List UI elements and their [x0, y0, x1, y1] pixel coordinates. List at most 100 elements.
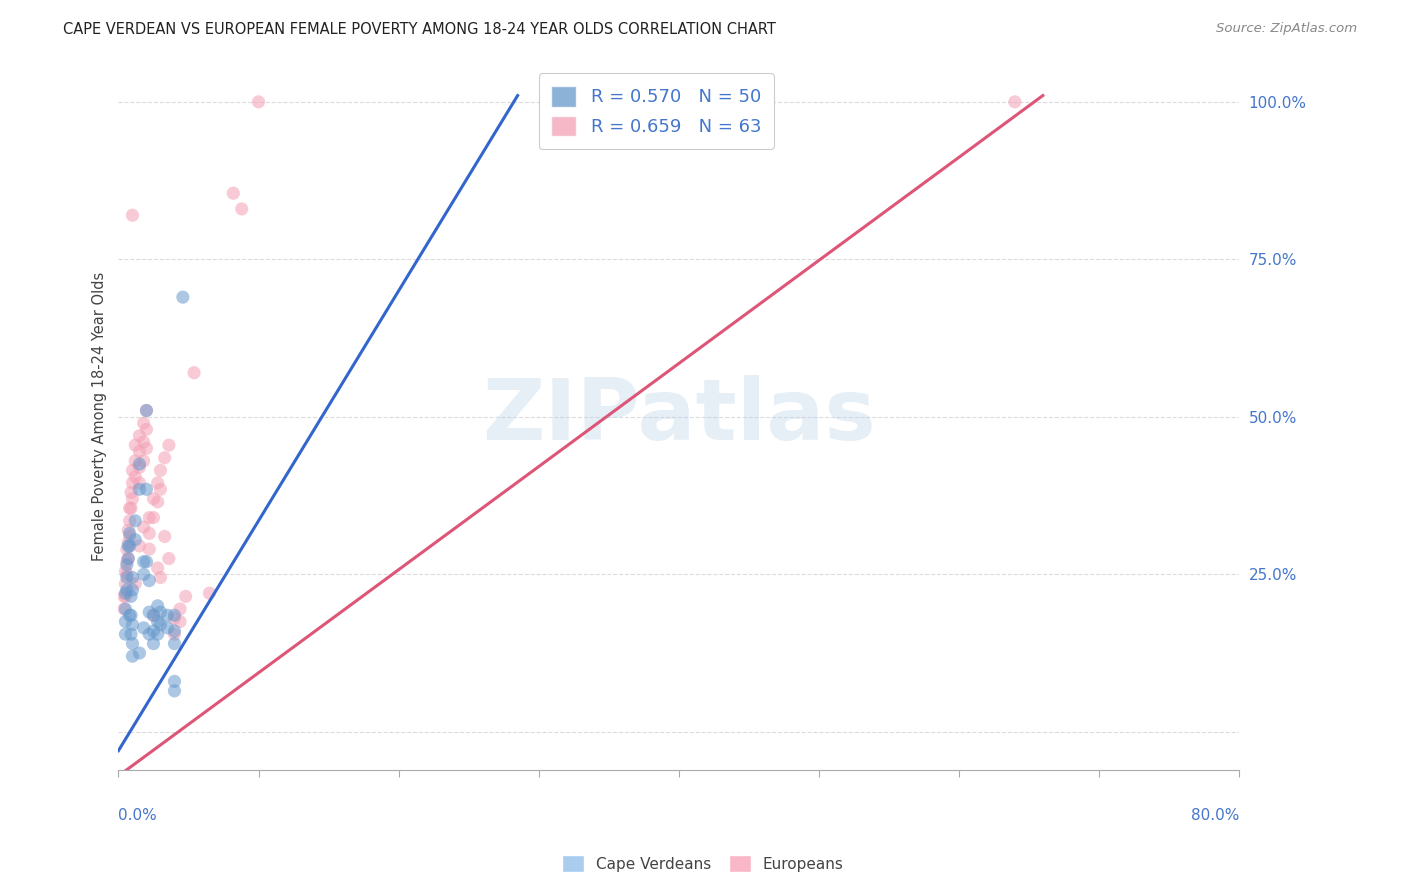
- Point: [135, 555, 157, 569]
- Point: [128, 483, 150, 497]
- Point: [121, 570, 143, 584]
- Point: [120, 590, 142, 604]
- Point: [128, 444, 150, 458]
- Text: Source: ZipAtlas.com: Source: ZipAtlas.com: [1216, 22, 1357, 36]
- Point: [120, 501, 142, 516]
- Point: [124, 576, 146, 591]
- Point: [163, 674, 186, 689]
- Point: [117, 551, 139, 566]
- Point: [135, 403, 157, 417]
- Point: [174, 590, 197, 604]
- Point: [153, 450, 176, 465]
- Point: [121, 649, 143, 664]
- Point: [114, 564, 136, 578]
- Point: [115, 558, 138, 572]
- Point: [118, 608, 141, 623]
- Point: [146, 615, 169, 629]
- Point: [138, 627, 160, 641]
- Point: [1004, 95, 1026, 109]
- Point: [121, 491, 143, 506]
- Point: [169, 602, 191, 616]
- Point: [117, 523, 139, 537]
- Text: 0.0%: 0.0%: [118, 808, 157, 823]
- Point: [118, 514, 141, 528]
- Point: [149, 617, 172, 632]
- Point: [112, 590, 135, 604]
- Point: [128, 457, 150, 471]
- Point: [112, 602, 135, 616]
- Point: [128, 460, 150, 475]
- Point: [121, 617, 143, 632]
- Y-axis label: Female Poverty Among 18-24 Year Olds: Female Poverty Among 18-24 Year Olds: [93, 272, 107, 561]
- Point: [121, 475, 143, 490]
- Point: [138, 542, 160, 557]
- Point: [231, 202, 253, 216]
- Point: [118, 526, 141, 541]
- Point: [114, 615, 136, 629]
- Point: [114, 576, 136, 591]
- Point: [135, 422, 157, 436]
- Text: ZIPatlas: ZIPatlas: [482, 376, 876, 458]
- Text: CAPE VERDEAN VS EUROPEAN FEMALE POVERTY AMONG 18-24 YEAR OLDS CORRELATION CHART: CAPE VERDEAN VS EUROPEAN FEMALE POVERTY …: [63, 22, 776, 37]
- Point: [118, 501, 141, 516]
- Point: [198, 586, 221, 600]
- Point: [146, 495, 169, 509]
- Point: [120, 608, 142, 623]
- Point: [121, 463, 143, 477]
- Point: [142, 608, 165, 623]
- Point: [124, 469, 146, 483]
- Point: [124, 454, 146, 468]
- Point: [163, 637, 186, 651]
- Point: [132, 567, 155, 582]
- Point: [117, 551, 139, 566]
- Point: [124, 533, 146, 547]
- Point: [128, 428, 150, 442]
- Point: [157, 438, 180, 452]
- Point: [142, 608, 165, 623]
- Point: [132, 416, 155, 430]
- Point: [128, 646, 150, 660]
- Point: [121, 583, 143, 598]
- Point: [114, 602, 136, 616]
- Point: [124, 514, 146, 528]
- Point: [146, 599, 169, 613]
- Point: [156, 621, 179, 635]
- Point: [121, 208, 143, 222]
- Point: [163, 683, 186, 698]
- Point: [115, 583, 138, 598]
- Point: [135, 442, 157, 456]
- Point: [138, 574, 160, 588]
- Point: [118, 539, 141, 553]
- Point: [132, 520, 155, 534]
- Point: [156, 608, 179, 623]
- Point: [146, 561, 169, 575]
- Point: [149, 570, 172, 584]
- Point: [163, 627, 186, 641]
- Point: [142, 624, 165, 638]
- Point: [132, 621, 155, 635]
- Point: [114, 627, 136, 641]
- Point: [120, 485, 142, 500]
- Point: [142, 491, 165, 506]
- Point: [142, 637, 165, 651]
- Legend: R = 0.570   N = 50, R = 0.659   N = 63: R = 0.570 N = 50, R = 0.659 N = 63: [538, 73, 775, 149]
- Point: [132, 435, 155, 450]
- Point: [157, 551, 180, 566]
- Point: [247, 95, 270, 109]
- Point: [115, 570, 138, 584]
- Point: [124, 438, 146, 452]
- Point: [121, 637, 143, 651]
- Legend: Cape Verdeans, Europeans: Cape Verdeans, Europeans: [554, 847, 852, 880]
- Point: [142, 510, 165, 524]
- Point: [149, 605, 172, 619]
- Point: [132, 454, 155, 468]
- Point: [118, 529, 141, 543]
- Point: [138, 510, 160, 524]
- Point: [132, 555, 155, 569]
- Point: [146, 627, 169, 641]
- Point: [117, 539, 139, 553]
- Point: [169, 615, 191, 629]
- Point: [163, 611, 186, 625]
- Point: [114, 586, 136, 600]
- Point: [115, 542, 138, 557]
